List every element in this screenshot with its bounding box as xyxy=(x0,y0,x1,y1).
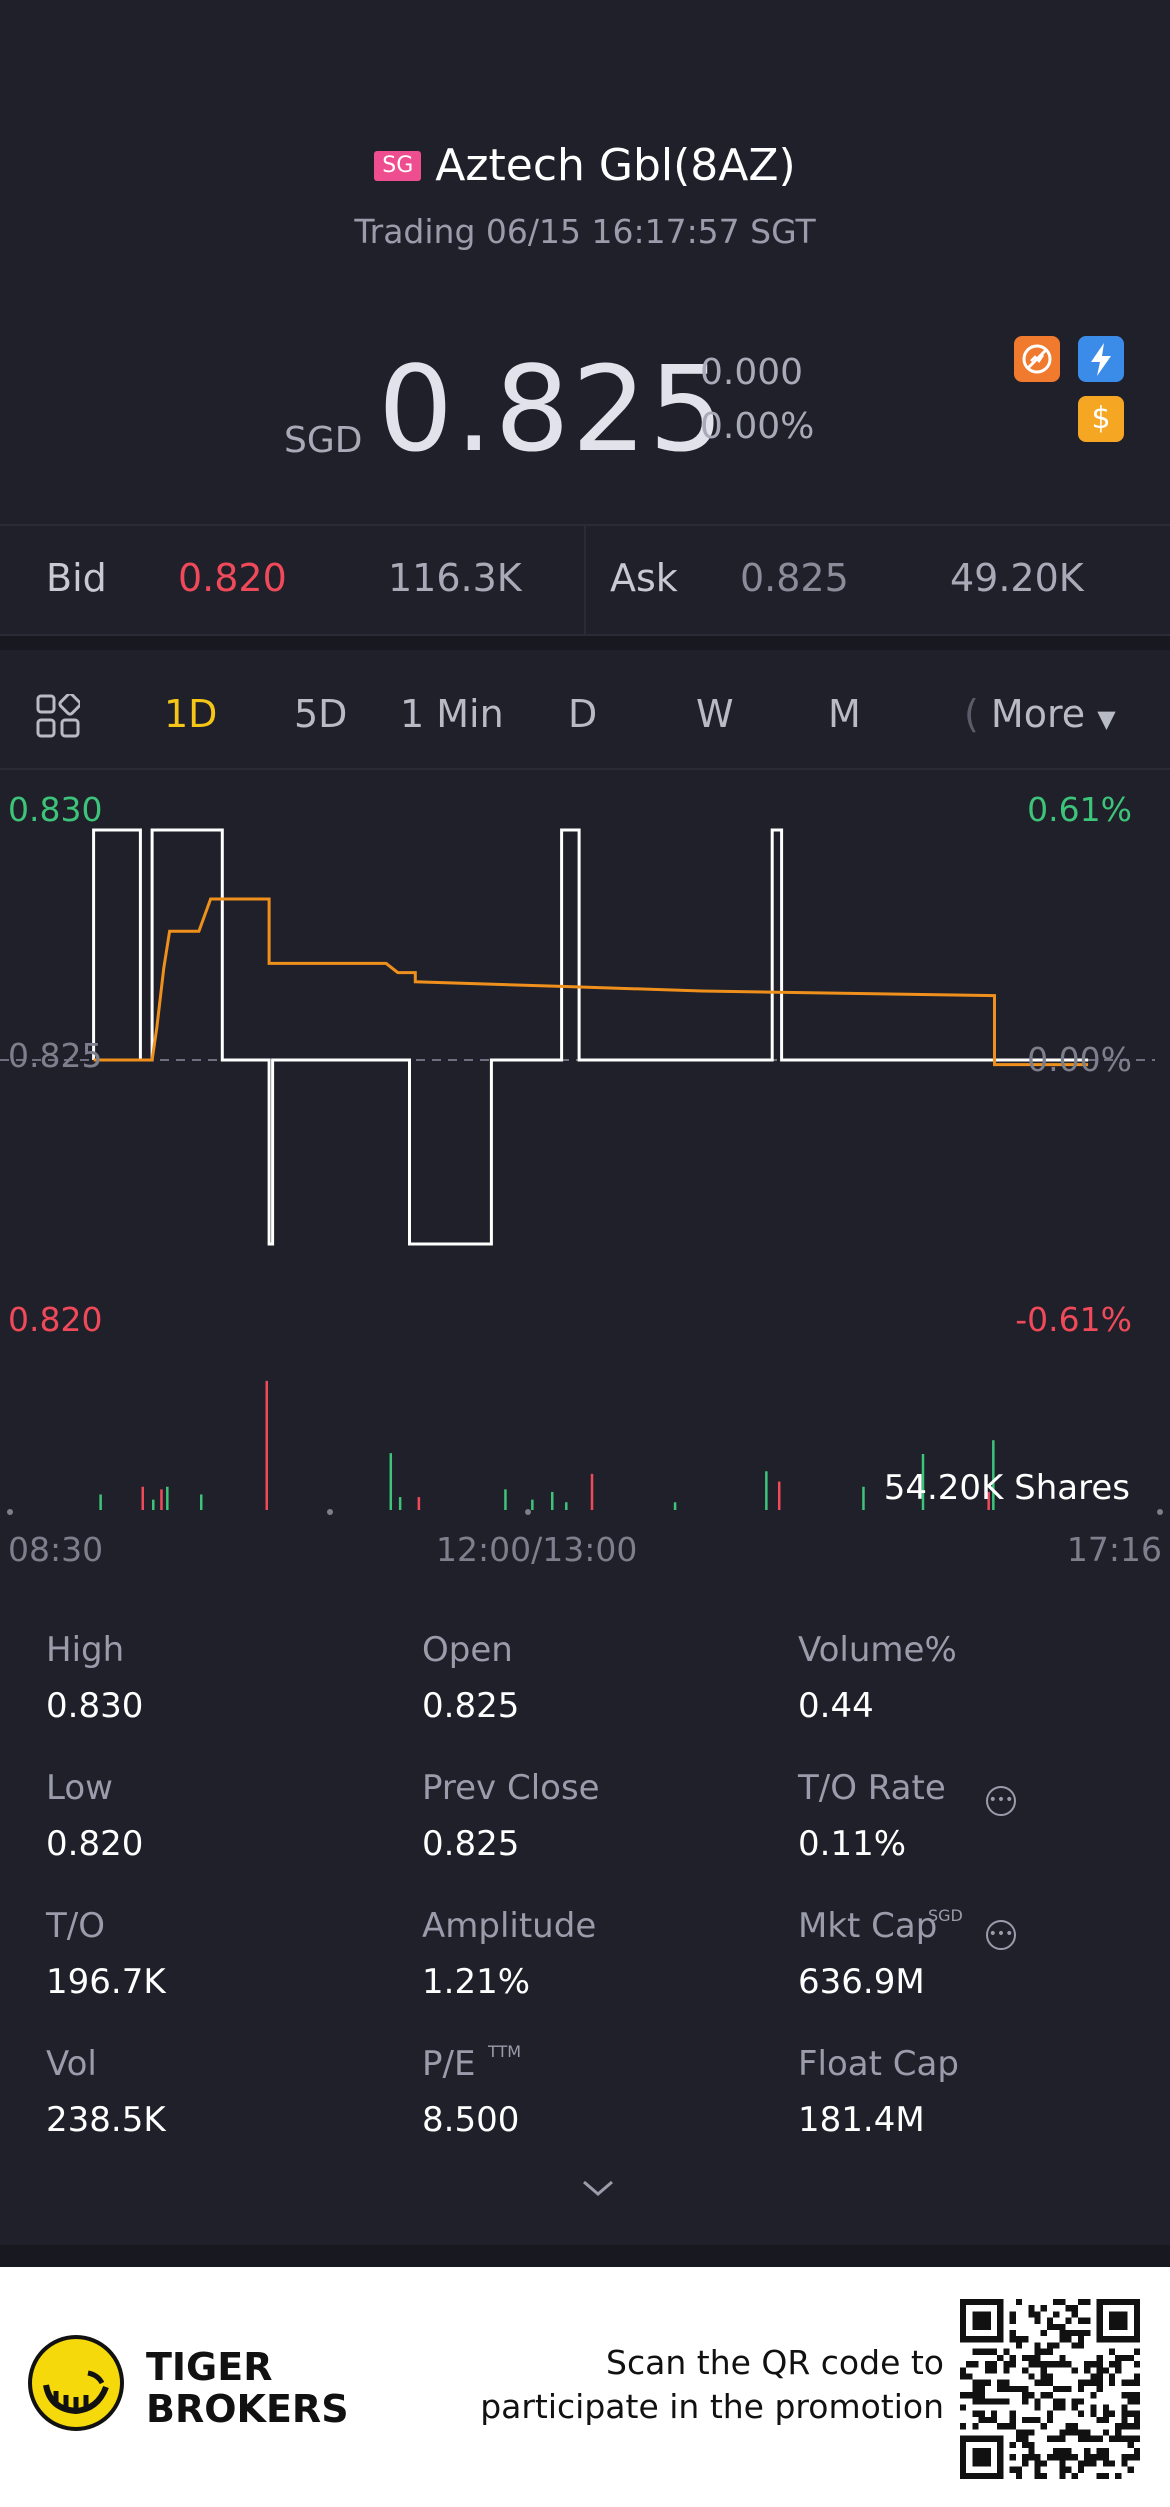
title-row: SG Aztech Gbl(8AZ) xyxy=(0,140,1170,191)
no-short-icon[interactable] xyxy=(1014,336,1060,382)
y-axis-max-label: 0.830 xyxy=(8,790,103,829)
stat-label: High xyxy=(46,1630,125,1670)
y-axis-mid-label: 0.825 xyxy=(8,1036,103,1075)
section-separator xyxy=(0,636,1170,650)
pct-axis-max-label: 0.61% xyxy=(1027,790,1132,829)
ask-label: Ask xyxy=(610,556,678,600)
stat-open: Open 0.825 xyxy=(422,1630,782,1726)
chart-canvas xyxy=(0,828,1163,1515)
ask-size: 49.20K xyxy=(950,556,1084,600)
tiger-logo-icon xyxy=(28,2335,124,2431)
price-change: 0.000 xyxy=(700,352,804,393)
stat-value: 8.500 xyxy=(422,2100,520,2140)
stat-low: Low 0.820 xyxy=(46,1768,406,1864)
bid-size: 116.3K xyxy=(388,556,522,600)
tab-more-label: More xyxy=(990,692,1086,736)
stat-value: 0.44 xyxy=(798,1686,874,1726)
bid-label: Bid xyxy=(46,556,107,600)
stat-value: 181.4M xyxy=(798,2100,925,2140)
stat-high: High 0.830 xyxy=(46,1630,406,1726)
tab-day[interactable]: D xyxy=(568,692,598,736)
currency-label: SGD xyxy=(284,420,363,461)
stat-label: Prev Close xyxy=(422,1768,600,1808)
stat-value: 0.830 xyxy=(46,1686,144,1726)
stats-grid: High 0.830 Open 0.825 Volume% 0.44 Low 0… xyxy=(0,1630,1170,2210)
market-badge: SG xyxy=(374,150,422,181)
x-axis-mid-label: 12:00/13:00 xyxy=(436,1530,638,1569)
tab-month[interactable]: M xyxy=(828,692,861,736)
volume-readout: 54.20K Shares xyxy=(883,1468,1130,1508)
volume-axis-dot xyxy=(525,1509,531,1515)
stat-market-cap: Mkt Cap 636.9M xyxy=(798,1906,1158,2002)
stock-title[interactable]: Aztech Gbl(8AZ) xyxy=(435,140,796,191)
x-axis-start-label: 08:30 xyxy=(8,1530,104,1569)
price-line xyxy=(92,828,1089,1246)
stat-label: Mkt Cap xyxy=(798,1906,938,1946)
stat-value: 0.820 xyxy=(46,1824,144,1864)
stat-volume-pct: Volume% 0.44 xyxy=(798,1630,1158,1726)
caret-down-icon: ▼ xyxy=(1097,705,1116,733)
stat-value: 1.21% xyxy=(422,1962,531,2002)
stat-turnover: T/O 196.7K xyxy=(46,1906,406,2002)
average-price-line xyxy=(93,897,1089,1067)
quote-divider xyxy=(584,526,586,634)
layout-grid-icon[interactable] xyxy=(36,692,82,738)
stat-value: 0.11% xyxy=(798,1824,907,1864)
section-separator xyxy=(0,2245,1170,2267)
brand-name-line2: BROKERS xyxy=(146,2387,349,2431)
tab-1-min[interactable]: 1 Min xyxy=(400,692,504,736)
stat-value: 0.825 xyxy=(422,1686,520,1726)
intraday-chart[interactable]: 0.830 0.825 0.820 0.61% 0.00% -0.61% 54.… xyxy=(0,770,1170,1570)
stat-label: T/O xyxy=(46,1906,105,1946)
stat-turnover-rate: T/O Rate 0.11% xyxy=(798,1768,1158,1864)
brand-name-line1: TIGER xyxy=(146,2345,273,2389)
stat-amplitude: Amplitude 1.21% xyxy=(422,1906,782,2002)
volume-axis-dot xyxy=(7,1509,13,1515)
stat-label: Open xyxy=(422,1630,513,1670)
tab-1d[interactable]: 1D xyxy=(164,692,218,736)
stat-prev-close: Prev Close 0.825 xyxy=(422,1768,782,1864)
stat-value: 636.9M xyxy=(798,1962,925,2002)
pe-ttm-sup: TTM xyxy=(488,2042,522,2061)
volume-axis-dot xyxy=(1157,1509,1163,1515)
stat-label: Low xyxy=(46,1768,113,1808)
qr-code-icon[interactable] xyxy=(960,2299,1140,2479)
pct-axis-min-label: -0.61% xyxy=(1015,1300,1132,1339)
bid-ask-bar[interactable]: Bid 0.820 116.3K Ask 0.825 49.20K xyxy=(0,524,1170,636)
x-axis-end-label: 17:16 xyxy=(1066,1530,1162,1569)
stat-volume: Vol 238.5K xyxy=(46,2044,406,2140)
stat-label: Amplitude xyxy=(422,1906,597,1946)
ask-price: 0.825 xyxy=(740,556,849,600)
lightning-icon[interactable] xyxy=(1078,336,1124,382)
stat-label: Float Cap xyxy=(798,2044,959,2084)
stat-value: 0.825 xyxy=(422,1824,520,1864)
bid-price: 0.820 xyxy=(178,556,287,600)
promo-text-line1: Scan the QR code to xyxy=(606,2343,944,2382)
tab-week[interactable]: W xyxy=(696,692,734,736)
promo-text-line2: participate in the promotion xyxy=(480,2387,944,2426)
stat-label: T/O Rate xyxy=(798,1768,946,1808)
stat-value: 238.5K xyxy=(46,2100,166,2140)
turnover-rate-info-icon[interactable]: ••• xyxy=(986,1786,1016,1816)
pct-axis-mid-label: 0.00% xyxy=(1027,1040,1132,1079)
trading-status: Trading 06/15 16:17:57 SGT xyxy=(354,212,816,251)
stat-float-cap: Float Cap 181.4M xyxy=(798,2044,1158,2140)
stat-label: P/E xyxy=(422,2044,476,2084)
market-cap-info-icon[interactable]: ••• xyxy=(986,1920,1016,1950)
volume-axis-dot xyxy=(327,1509,333,1515)
stat-value: 196.7K xyxy=(46,1962,166,2002)
tab-more[interactable]: ( More ▼ xyxy=(964,692,1116,736)
market-cap-currency-sup: SGD xyxy=(928,1906,963,1925)
last-price: 0.825 xyxy=(378,340,726,478)
price-change-percent: 0.00% xyxy=(700,406,815,447)
stat-label: Vol xyxy=(46,2044,97,2084)
stat-label: Volume% xyxy=(798,1630,957,1670)
dollar-icon[interactable]: $ xyxy=(1078,396,1124,442)
stat-pe: P/E 8.500 xyxy=(422,2044,782,2140)
period-tab-bar: 1D 5D 1 Min D W M ( More ▼ xyxy=(0,650,1170,770)
tab-5d[interactable]: 5D xyxy=(294,692,348,736)
promo-banner[interactable]: TIGER BROKERS Scan the QR code to partic… xyxy=(0,2267,1170,2507)
y-axis-min-label: 0.820 xyxy=(8,1300,103,1339)
